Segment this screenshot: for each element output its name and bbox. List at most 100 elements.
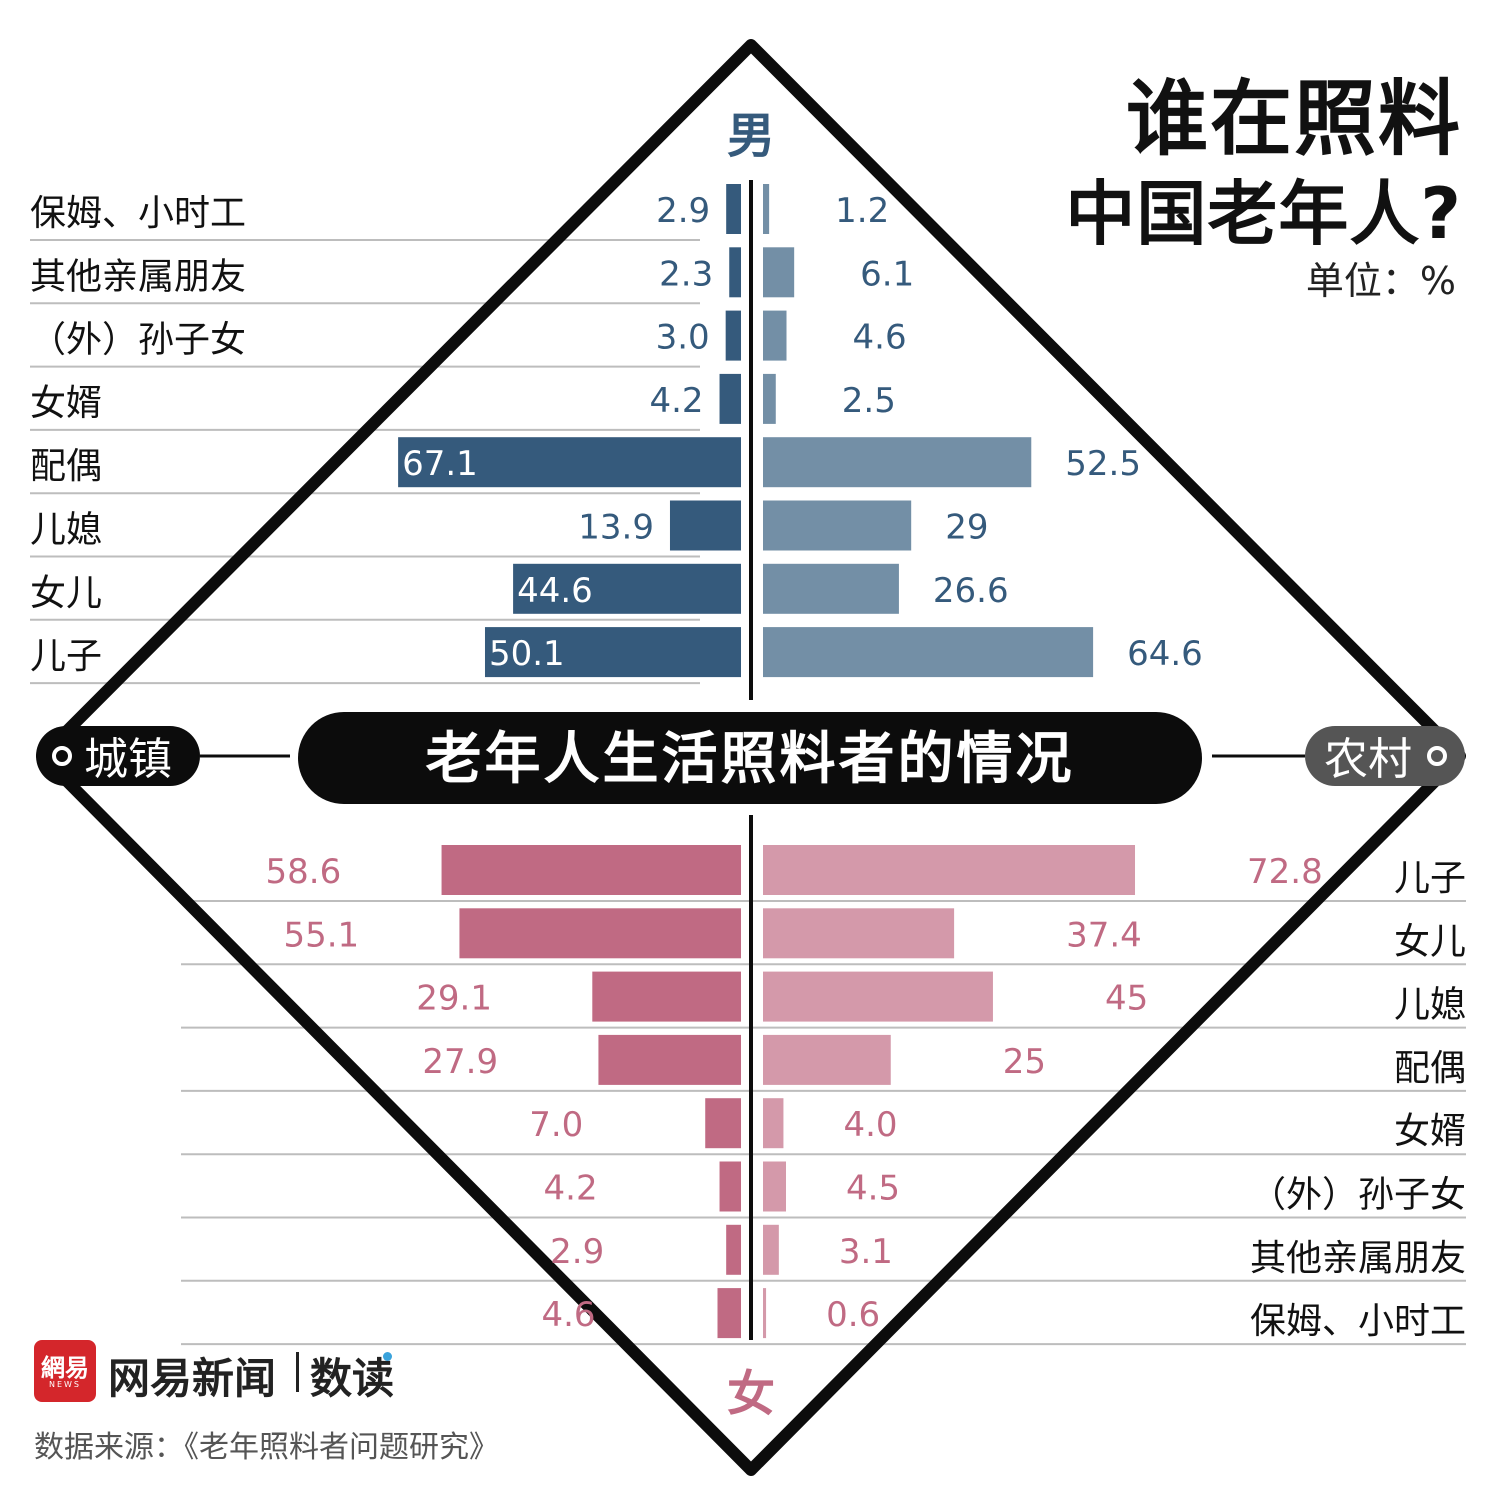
right-tag-pill [1305, 726, 1465, 786]
left-tag-dot-icon [52, 746, 72, 766]
bar-female-urban [726, 1224, 741, 1275]
bar-male-urban [669, 500, 741, 551]
center-label: 老年人生活照料者的情况 [426, 727, 1075, 792]
bar-female-rural [763, 1288, 767, 1339]
value-label-female-urban: 29.1 [416, 979, 492, 1019]
category-label: 女儿 [30, 573, 102, 614]
bar-female-rural [763, 908, 955, 959]
value-label-male-urban: 2.9 [656, 191, 710, 231]
category-label: （外）孙子女 [30, 320, 246, 361]
bar-female-urban [719, 1161, 741, 1212]
bar-female-rural [763, 845, 1136, 895]
category-label: 配偶 [30, 446, 102, 487]
category-label: 其他亲属朋友 [30, 256, 246, 297]
brand-column-name: 数读 [310, 1354, 395, 1403]
left-tag-pill [36, 726, 200, 786]
value-label-female-urban: 4.2 [544, 1169, 598, 1209]
bar-male-rural [763, 247, 795, 298]
page-title-line1: 谁在照料 [1125, 72, 1462, 167]
brand-dot-icon [383, 1352, 392, 1361]
diamond-frame [36, 39, 1466, 1476]
value-label-male-rural: 26.6 [933, 571, 1009, 611]
value-label-male-rural: 1.2 [835, 191, 889, 231]
left-tag-label: 城镇 [84, 734, 172, 785]
brand-name: 网易新闻 [108, 1354, 277, 1403]
netease-logo: 網易 NEWS [34, 1340, 96, 1402]
category-label: 儿子 [1394, 858, 1466, 899]
value-label-male-urban: 4.2 [649, 381, 703, 421]
value-label-female-urban: 58.6 [266, 852, 342, 892]
category-label: 保姆、小时工 [30, 193, 246, 234]
bar-female-urban [705, 1098, 741, 1149]
value-label-male-rural: 2.5 [842, 381, 896, 421]
bar-male-urban [398, 437, 741, 488]
value-label-male-urban: 3.0 [656, 318, 710, 358]
category-label: 保姆、小时工 [1250, 1301, 1466, 1342]
bar-male-rural [763, 373, 776, 424]
value-label-male-rural: 52.5 [1065, 444, 1141, 484]
value-label-female-rural: 72.8 [1247, 852, 1323, 892]
bar-male-urban [729, 247, 741, 298]
logo-text: 網易 [41, 1354, 89, 1382]
bar-male-urban [513, 563, 741, 614]
value-label-male-rural: 64.6 [1127, 634, 1203, 674]
bar-male-urban [484, 627, 741, 678]
value-label-female-rural: 25 [1003, 1042, 1046, 1082]
page-title-line2: 中国老年人? [1065, 173, 1462, 255]
bar-female-urban [441, 845, 741, 895]
value-label-female-urban: 4.6 [541, 1295, 595, 1335]
value-label-male-rural: 29 [945, 508, 988, 548]
value-label-male-urban: 2.3 [659, 254, 713, 294]
category-label: （外）孙子女 [1250, 1175, 1466, 1216]
bar-female-urban [598, 1034, 741, 1085]
value-label-male-urban: 44.6 [517, 571, 593, 611]
value-label-female-urban: 27.9 [422, 1042, 498, 1082]
brand-separator [296, 1352, 299, 1392]
bar-male-rural [763, 310, 787, 361]
bar-female-rural [763, 1161, 786, 1212]
bar-female-rural [763, 971, 993, 1022]
value-label-female-urban: 7.0 [529, 1105, 583, 1145]
category-label: 其他亲属朋友 [1250, 1238, 1466, 1279]
bar-female-urban [459, 908, 741, 959]
bar-female-rural [763, 1034, 891, 1085]
top-tag-male: 男 [727, 108, 775, 164]
bar-male-rural [763, 184, 770, 234]
bar-female-rural [763, 1098, 784, 1149]
value-label-female-rural: 3.1 [839, 1232, 893, 1272]
right-tag-label: 农村 [1324, 734, 1412, 785]
value-label-female-urban: 55.1 [283, 915, 359, 955]
bar-male-urban [726, 184, 741, 234]
value-label-female-rural: 0.6 [826, 1295, 880, 1335]
bar-female-urban [592, 971, 741, 1022]
value-label-female-urban: 2.9 [550, 1232, 604, 1272]
value-label-male-urban: 13.9 [578, 508, 654, 548]
value-label-male-urban: 50.1 [489, 634, 565, 674]
category-label: 女婿 [30, 383, 102, 424]
value-label-female-rural: 4.5 [846, 1169, 900, 1209]
bar-female-rural [763, 1224, 779, 1275]
category-label: 儿媳 [30, 510, 102, 551]
value-label-female-rural: 37.4 [1066, 915, 1142, 955]
value-label-female-rural: 4.0 [843, 1105, 897, 1145]
value-label-male-rural: 4.6 [853, 318, 907, 358]
bar-male-urban [725, 310, 741, 361]
unit-label: 单位：% [1305, 259, 1456, 303]
category-label: 女婿 [1394, 1111, 1466, 1152]
value-label-male-urban: 67.1 [402, 444, 478, 484]
bar-male-rural [763, 500, 912, 551]
bar-female-urban [717, 1288, 741, 1339]
logo-sub-text: NEWS [48, 1380, 82, 1389]
bar-male-rural [763, 437, 1032, 488]
bar-male-urban [719, 373, 741, 424]
bar-male-rural [763, 563, 899, 614]
value-label-male-rural: 6.1 [860, 254, 914, 294]
category-label: 女儿 [1394, 921, 1466, 962]
category-label: 配偶 [1394, 1048, 1466, 1089]
category-label: 儿媳 [1394, 985, 1466, 1026]
bottom-tag-female: 女 [727, 1366, 775, 1422]
category-label: 儿子 [30, 636, 102, 677]
source-note: 数据来源：《老年照料者问题研究》 [34, 1430, 499, 1465]
value-label-female-rural: 45 [1105, 979, 1148, 1019]
right-tag-dot-icon [1427, 746, 1447, 766]
